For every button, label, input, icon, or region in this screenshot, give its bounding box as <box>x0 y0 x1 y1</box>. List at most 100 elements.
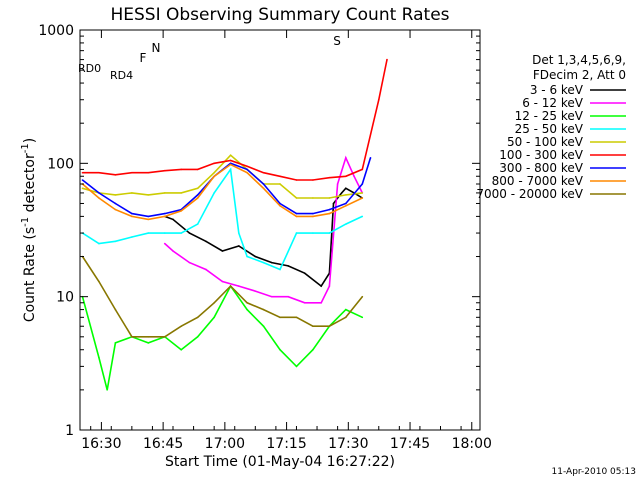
series-4-point-6 <box>180 192 183 194</box>
series-2-point-9 <box>213 316 215 319</box>
series-1-point-6 <box>254 290 257 292</box>
series-0-point-12 <box>254 255 257 258</box>
series-5-point-6 <box>180 168 183 171</box>
y-axis-label-part: -1 <box>20 217 31 227</box>
series-4-point-16 <box>345 194 347 196</box>
series-8-point-8 <box>213 301 215 304</box>
series-4-point-9 <box>229 154 232 157</box>
series-1-point-4 <box>221 280 224 283</box>
x-tick-label-5: 17:45 <box>390 436 430 452</box>
legend-label-3: 25 - 50 keV <box>515 122 584 136</box>
series-3-point-9 <box>229 168 232 171</box>
series-5-point-3 <box>131 171 133 174</box>
series-8-point-7 <box>196 316 199 319</box>
series-1-point-1 <box>172 250 174 252</box>
series-line-5 <box>82 59 388 181</box>
legend-header-1: Det 1,3,4,5,6,9, <box>532 53 626 67</box>
legend-label-6: 300 - 800 keV <box>499 161 583 175</box>
legend-label-8: 7000 - 20000 keV <box>476 187 583 201</box>
series-6-point-12 <box>279 202 281 205</box>
series-4-point-15 <box>328 197 331 199</box>
series-2-point-11 <box>246 308 248 311</box>
y-tick-label-0: 1 <box>65 423 74 439</box>
series-5-point-8 <box>213 162 215 165</box>
series-1-point-11 <box>328 285 331 287</box>
series-7-point-14 <box>312 215 314 218</box>
series-0-point-13 <box>270 261 273 264</box>
series-5-point-15 <box>328 176 331 179</box>
series-3-point-2 <box>114 240 117 243</box>
chart-title: HESSI Observing Summary Count Rates <box>110 5 449 25</box>
series-7-point-1 <box>98 197 100 199</box>
series-3-point-7 <box>196 223 199 225</box>
legend-label-2: 12 - 25 keV <box>515 109 584 123</box>
series-3-point-12 <box>262 261 265 264</box>
series-4-point-13 <box>295 197 298 199</box>
series-8-point-14 <box>312 325 314 328</box>
series-1-point-5 <box>238 285 240 287</box>
series-5-point-10 <box>246 165 248 168</box>
series-7-point-17 <box>361 197 364 199</box>
series-7-point-13 <box>295 215 298 218</box>
series-8 <box>81 255 364 338</box>
series-2-point-2 <box>106 389 108 391</box>
series-7-point-3 <box>131 215 133 218</box>
series-1-point-7 <box>270 295 273 298</box>
flag-label-n: N <box>152 41 161 55</box>
series-6 <box>81 157 372 218</box>
series-line-0 <box>164 187 363 288</box>
series-6-point-13 <box>295 212 298 215</box>
flag-label-s: S <box>333 34 341 48</box>
series-0-point-20 <box>340 192 343 194</box>
series-5-point-1 <box>98 171 100 174</box>
series-0-point-14 <box>287 265 290 267</box>
series-8-point-12 <box>279 316 281 319</box>
series-0-point-11 <box>238 245 240 247</box>
series-5-point-4 <box>147 171 150 174</box>
y-tick-label-2: 100 <box>47 156 74 172</box>
series-0-point-16 <box>320 285 322 287</box>
series-3 <box>81 167 364 271</box>
series-3-point-16 <box>328 232 331 234</box>
series-0 <box>163 187 364 288</box>
series-line-3 <box>82 167 363 271</box>
series-3-point-14 <box>295 232 298 234</box>
series-0-point-7 <box>172 218 174 221</box>
series-line-4 <box>82 154 363 199</box>
series-line-1 <box>164 155 364 304</box>
series-4-point-2 <box>114 194 117 196</box>
series-8-point-1 <box>98 280 100 283</box>
series-1-point-3 <box>205 268 207 271</box>
series-6-point-2 <box>114 202 117 205</box>
series-5-point-11 <box>262 171 265 174</box>
series-5-point-12 <box>279 175 281 178</box>
series-8-point-5 <box>163 336 166 338</box>
series-6-point-5 <box>163 212 166 215</box>
series-6-point-15 <box>328 208 331 211</box>
series-3-point-6 <box>180 232 183 234</box>
series-8-point-6 <box>180 325 183 328</box>
series-7-point-5 <box>163 215 166 218</box>
series-6-point-16 <box>345 202 347 205</box>
y-axis-label-part: Count Rate (s <box>22 227 38 322</box>
series-8-point-4 <box>147 336 150 338</box>
series-6-point-11 <box>262 183 265 185</box>
series-5-point-16 <box>345 175 347 178</box>
series-6-point-0 <box>81 179 84 181</box>
series-4-point-3 <box>131 192 133 194</box>
series-2-point-17 <box>345 308 347 311</box>
series-6-point-10 <box>246 168 248 171</box>
series-5-point-17 <box>361 168 364 171</box>
series-5-point-9 <box>229 159 232 162</box>
legend-label-5: 100 - 300 keV <box>499 148 583 162</box>
series-2-point-18 <box>361 316 364 319</box>
series-2-point-3 <box>114 342 117 344</box>
series-3-point-8 <box>213 192 215 194</box>
series-8-point-15 <box>328 325 331 328</box>
series-1-point-2 <box>188 261 191 264</box>
series-6-point-1 <box>98 192 100 194</box>
series-7-point-6 <box>180 210 183 212</box>
series-1-point-8 <box>287 295 290 298</box>
y-axis-label-part: detector <box>22 153 38 217</box>
